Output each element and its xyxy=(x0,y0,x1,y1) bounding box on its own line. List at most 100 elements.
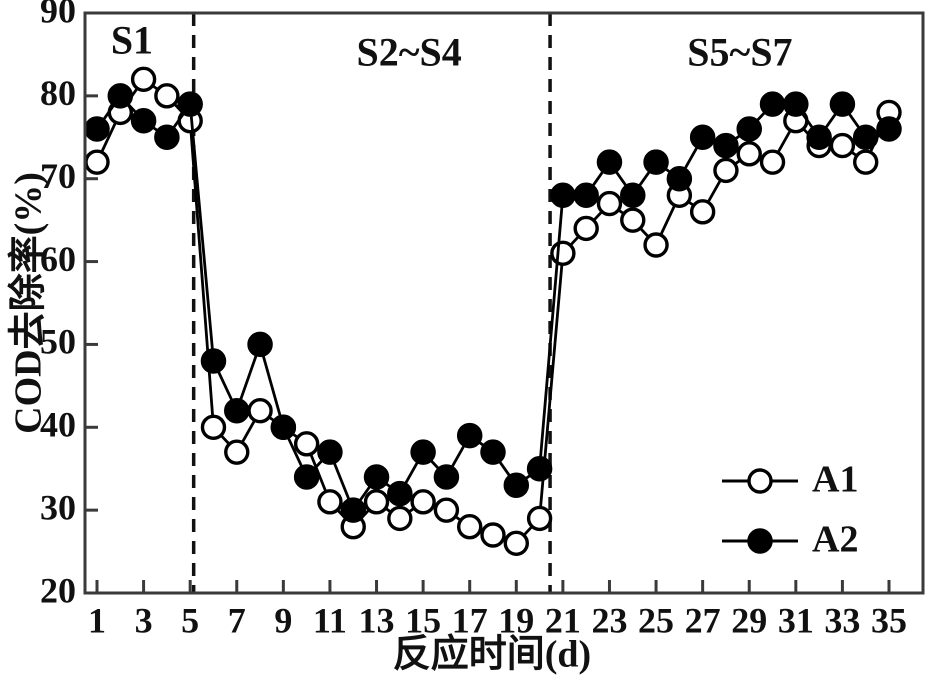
series-a1-point xyxy=(317,489,343,515)
series-a1-point xyxy=(84,149,110,175)
x-tick-label: 11 xyxy=(313,600,347,640)
series-a1-point xyxy=(759,149,786,175)
series-a2-point xyxy=(224,397,250,424)
series-a1-point xyxy=(829,132,856,159)
series-a2-point xyxy=(689,124,716,151)
series-a1-point xyxy=(457,514,483,540)
legend-a1-label: A1 xyxy=(812,459,858,501)
series-a2-point xyxy=(433,464,460,490)
legend-a2-label: A2 xyxy=(812,519,858,561)
series-a2-point xyxy=(876,116,902,142)
phase-labels: S1 S2~S4 S5~S7 xyxy=(111,18,793,75)
series-a1-point xyxy=(573,215,599,242)
series-a1-point xyxy=(689,199,716,225)
x-tick-label: 1 xyxy=(88,600,106,640)
series-a1-point xyxy=(387,505,413,532)
series-a2-point xyxy=(806,124,832,151)
series-a1-point xyxy=(363,489,390,515)
y-tick-label: 20 xyxy=(40,570,76,610)
x-tick-label: 15 xyxy=(405,600,441,640)
series-a2-point xyxy=(317,439,343,465)
series-a2-point xyxy=(410,439,436,465)
x-axis: 1 3 5 7 9 11 13 15 17 19 21 23 25 27 29 31 33 35 xyxy=(88,580,907,640)
series-a2 xyxy=(84,83,902,523)
x-tick-label: 29 xyxy=(731,600,767,640)
legend-a2-marker xyxy=(747,528,773,554)
series-a1-point xyxy=(154,83,180,109)
series-a2-point xyxy=(340,497,366,523)
series-a2-point xyxy=(200,348,227,374)
series-a2-point xyxy=(829,91,856,117)
series-a2-point xyxy=(620,182,646,209)
series-a2-point xyxy=(293,464,320,490)
x-tick-label: 21 xyxy=(545,600,581,640)
series-a1-point xyxy=(480,522,506,548)
legend-a1-marker xyxy=(747,468,773,494)
series-a2-point xyxy=(503,472,530,499)
series-a1-point xyxy=(130,66,157,92)
series-a1-point xyxy=(620,207,646,233)
y-tick-label: 30 xyxy=(40,487,76,527)
x-tick-label: 3 xyxy=(135,600,153,640)
x-tick-label: 23 xyxy=(591,600,627,640)
series-a1-point xyxy=(526,505,553,532)
series-a1-point xyxy=(713,157,739,184)
series-a2-point xyxy=(84,116,110,142)
series-a2-point xyxy=(387,480,413,507)
y-axis-title: COD去除率(%) xyxy=(7,172,50,434)
series-a2-point xyxy=(759,91,786,117)
series-a2-point xyxy=(852,124,879,151)
plot-border xyxy=(83,11,925,595)
series-a1-point xyxy=(224,439,250,465)
series-a1-point xyxy=(503,530,529,556)
series-a2-point xyxy=(130,107,157,134)
series-a2-point xyxy=(783,91,809,117)
series-a2-point xyxy=(713,132,739,159)
series-a2-point xyxy=(363,464,390,490)
series-a2-point xyxy=(736,116,762,142)
series-a1-point xyxy=(643,232,669,258)
x-tick-label: 5 xyxy=(181,600,199,640)
x-tick-label: 33 xyxy=(824,600,860,640)
phase-label-s5~s7: S5~S7 xyxy=(687,29,792,74)
series-a2-point xyxy=(107,83,134,109)
series-a2-point xyxy=(247,331,273,358)
phase-label-s2~s4: S2~S4 xyxy=(356,29,461,74)
series-a1-point xyxy=(550,240,576,266)
x-tick-label: 17 xyxy=(452,600,488,640)
y-tick-label: 90 xyxy=(40,0,76,30)
series-a2-point xyxy=(526,455,553,482)
x-axis-title: 反应时间(d) xyxy=(393,634,591,676)
series-a1-point xyxy=(736,141,762,167)
series-a2-point xyxy=(643,149,669,175)
x-tick-label: 27 xyxy=(685,600,721,640)
series-a2-point xyxy=(177,91,203,117)
series-a1-point xyxy=(853,149,879,175)
x-tick-label: 13 xyxy=(359,600,395,640)
series-a1-point xyxy=(247,398,273,424)
series-a2-point xyxy=(666,165,693,192)
x-tick-label: 7 xyxy=(228,600,246,640)
series-a2-point xyxy=(456,422,483,449)
series-a2-point xyxy=(573,182,599,209)
series-a1-point xyxy=(433,497,460,523)
x-tick-label: 9 xyxy=(274,600,292,640)
y-tick-label: 40 xyxy=(40,405,76,445)
y-tick-label: 80 xyxy=(40,73,76,113)
series-a2-point xyxy=(596,149,623,175)
series-a1-point xyxy=(410,489,436,515)
series-a2-point xyxy=(480,439,506,465)
x-tick-label: 35 xyxy=(871,600,907,640)
y-axis: 20 30 40 50 60 70 80 90 xyxy=(40,0,98,610)
x-tick-label: 19 xyxy=(498,600,534,640)
series-a2-point xyxy=(550,182,576,209)
series-a2-point xyxy=(154,124,180,151)
series-a1-point xyxy=(596,190,623,217)
y-tick-label: 70 xyxy=(40,156,76,196)
series-a2-point xyxy=(270,414,297,441)
y-tick-label: 50 xyxy=(40,322,76,362)
x-tick-label: 31 xyxy=(778,600,814,640)
phase-label-s1: S1 xyxy=(111,18,153,63)
